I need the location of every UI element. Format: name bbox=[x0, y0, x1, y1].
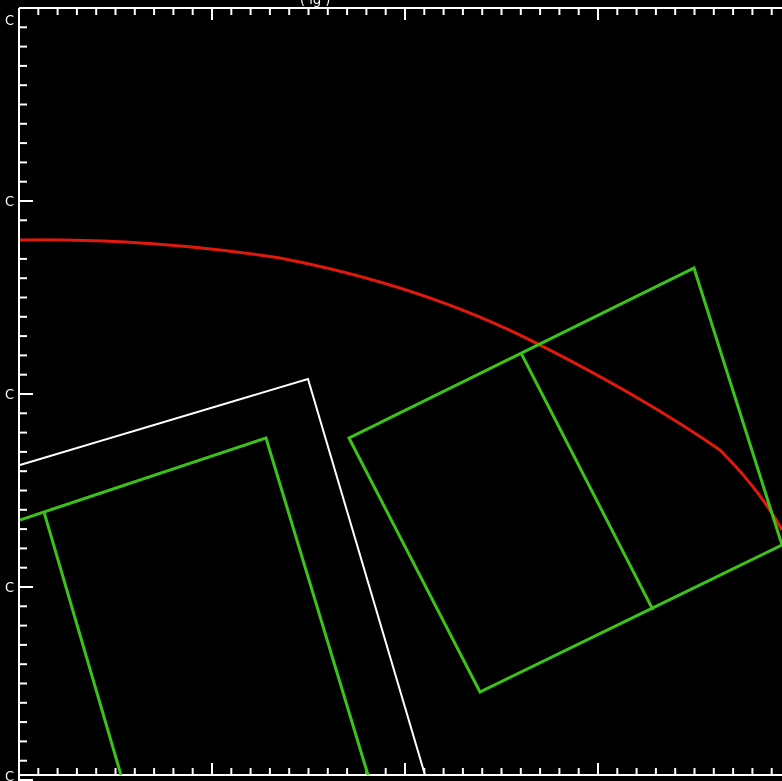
red-arc bbox=[19, 238, 782, 531]
y-tick-label: C bbox=[5, 14, 14, 29]
title-fragment: ( ig ) bbox=[300, 0, 330, 8]
white-outline bbox=[19, 377, 426, 776]
y-tick-label: C bbox=[5, 581, 14, 596]
green-rect-left-inner bbox=[42, 511, 123, 776]
green-rect-right bbox=[346, 265, 782, 694]
green-rect-left bbox=[19, 436, 370, 776]
y-tick-label: C bbox=[5, 770, 14, 781]
y-tick-label: C bbox=[5, 388, 14, 403]
y-tick-labels: C C C C C bbox=[5, 14, 14, 781]
axis-ticks bbox=[18, 7, 773, 781]
green-rect-right-divider bbox=[519, 352, 655, 611]
y-tick-label: C bbox=[5, 195, 14, 210]
